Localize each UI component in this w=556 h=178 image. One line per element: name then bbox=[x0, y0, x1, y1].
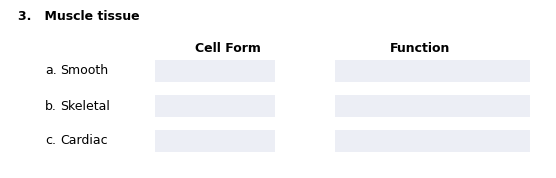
Text: Cardiac: Cardiac bbox=[60, 135, 108, 148]
Bar bbox=[155, 95, 275, 117]
Bar bbox=[335, 60, 530, 82]
Bar bbox=[155, 130, 275, 152]
Text: Skeletal: Skeletal bbox=[60, 100, 110, 112]
Text: c.: c. bbox=[45, 135, 56, 148]
Text: b.: b. bbox=[45, 100, 57, 112]
Bar bbox=[335, 95, 530, 117]
Text: a.: a. bbox=[45, 64, 57, 77]
Bar bbox=[155, 60, 275, 82]
Text: Smooth: Smooth bbox=[60, 64, 108, 77]
Text: Cell Form: Cell Form bbox=[195, 42, 261, 55]
Bar bbox=[335, 130, 530, 152]
Text: Function: Function bbox=[390, 42, 450, 55]
Text: 3.   Muscle tissue: 3. Muscle tissue bbox=[18, 10, 140, 23]
